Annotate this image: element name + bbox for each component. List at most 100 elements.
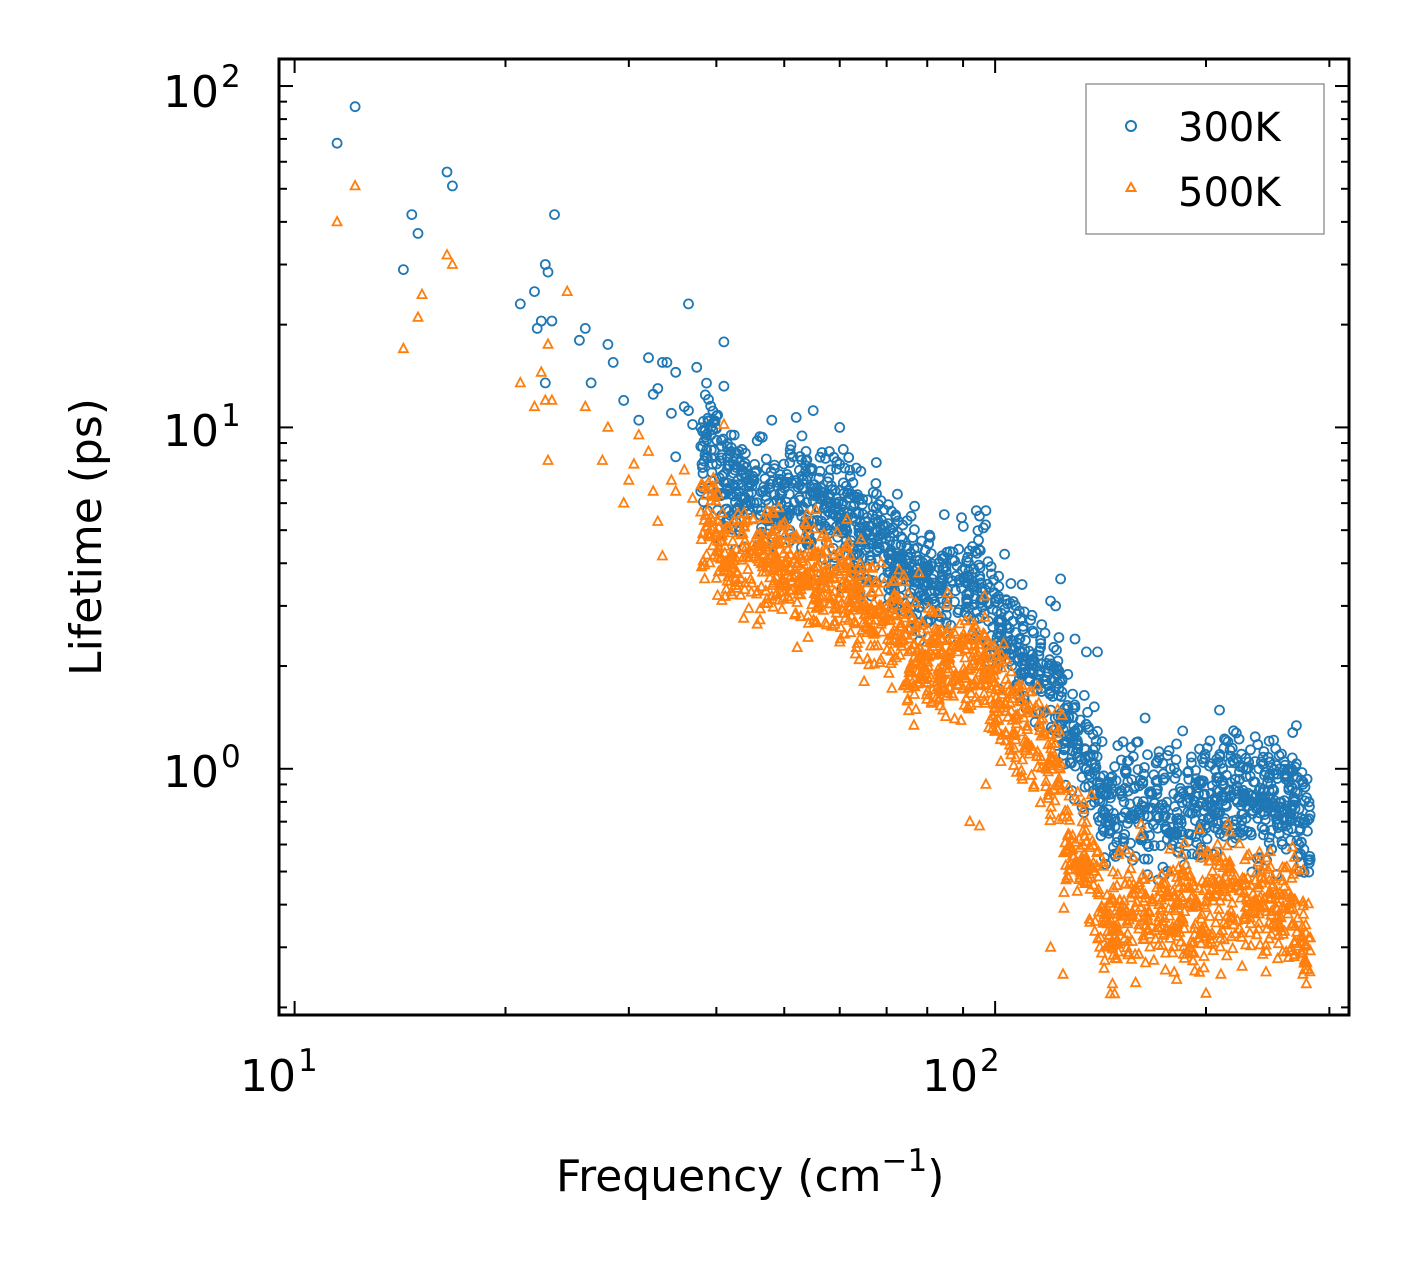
data-point — [964, 698, 977, 710]
data-point — [651, 514, 664, 526]
data-point — [1132, 947, 1145, 959]
data-point — [978, 522, 989, 534]
data-point — [979, 677, 992, 690]
data-point — [1074, 865, 1087, 877]
data-point — [1284, 902, 1297, 915]
data-point — [1094, 779, 1106, 790]
data-point — [837, 443, 849, 455]
data-point — [925, 560, 937, 572]
data-point — [1132, 764, 1144, 775]
data-point — [833, 549, 846, 561]
data-point — [794, 464, 805, 476]
data-point — [724, 551, 737, 563]
data-point — [397, 264, 409, 276]
data-point — [1092, 725, 1103, 737]
data-point — [1245, 905, 1258, 917]
data-point — [961, 588, 973, 600]
data-point — [702, 513, 715, 525]
data-point — [1259, 796, 1271, 808]
data-point — [1144, 940, 1156, 952]
data-point — [971, 547, 983, 559]
data-point — [1005, 664, 1018, 677]
data-point — [886, 574, 899, 586]
data-point — [729, 464, 741, 476]
data-point — [884, 656, 897, 668]
data-point — [1214, 967, 1227, 979]
data-point — [1036, 658, 1048, 670]
data-point — [1238, 872, 1251, 884]
data-point — [1205, 883, 1217, 895]
data-point — [754, 612, 766, 625]
data-point — [1122, 947, 1135, 960]
data-point — [1217, 763, 1228, 774]
data-point — [993, 698, 1006, 710]
data-point — [929, 585, 941, 596]
data-point — [949, 670, 962, 683]
data-point — [740, 447, 751, 459]
data-point — [801, 507, 814, 519]
data-point — [891, 589, 904, 601]
data-point — [1103, 928, 1115, 941]
data-point — [1137, 894, 1150, 906]
data-point — [780, 536, 793, 548]
data-point — [739, 457, 751, 469]
data-point — [922, 601, 935, 613]
data-point — [1057, 901, 1070, 913]
data-point — [1287, 727, 1299, 738]
data-point — [1221, 838, 1234, 851]
data-point — [1183, 773, 1195, 785]
data-point — [706, 538, 719, 551]
data-point — [807, 487, 818, 499]
data-point — [1163, 909, 1176, 921]
data-point — [982, 556, 994, 568]
data-point — [1124, 861, 1137, 874]
x-tick-label-10-1-exp: 1 — [298, 1043, 318, 1079]
data-point — [794, 571, 807, 583]
data-point — [953, 604, 965, 616]
data-point — [698, 571, 711, 584]
data-point — [1200, 799, 1212, 811]
data-point — [1249, 894, 1262, 907]
data-point — [921, 655, 934, 667]
data-point — [1175, 786, 1187, 797]
data-point — [810, 614, 823, 627]
data-point — [964, 661, 977, 673]
data-point — [853, 556, 866, 568]
data-point — [1139, 712, 1151, 724]
data-point — [1031, 678, 1044, 691]
data-point — [879, 527, 891, 538]
data-point — [842, 581, 854, 594]
data-point — [1168, 965, 1181, 977]
data-point — [1234, 883, 1247, 896]
data-point — [632, 428, 645, 440]
data-point — [539, 393, 552, 405]
data-point — [873, 499, 884, 510]
data-point — [1303, 855, 1314, 866]
data-point — [1234, 761, 1246, 773]
data-point — [1017, 658, 1028, 669]
data-point — [1189, 917, 1202, 929]
data-point — [694, 505, 707, 517]
data-point — [561, 284, 574, 297]
data-point — [798, 483, 810, 494]
data-point — [1031, 744, 1044, 757]
data-point — [1107, 865, 1119, 877]
data-point — [1300, 976, 1313, 989]
data-point — [1193, 822, 1206, 834]
data-point — [788, 608, 801, 620]
data-point — [1082, 706, 1093, 718]
data-point — [607, 356, 619, 368]
data-point — [784, 444, 796, 456]
data-point — [1137, 929, 1150, 941]
data-point — [747, 512, 760, 525]
data-point — [722, 477, 734, 489]
data-point — [1138, 796, 1149, 807]
data-point — [839, 462, 851, 474]
data-point — [1258, 891, 1271, 903]
data-point — [876, 625, 889, 637]
data-point — [1163, 745, 1175, 757]
data-point — [950, 639, 962, 651]
data-point — [1053, 783, 1066, 795]
data-point — [1119, 782, 1131, 794]
data-point — [1235, 820, 1247, 831]
